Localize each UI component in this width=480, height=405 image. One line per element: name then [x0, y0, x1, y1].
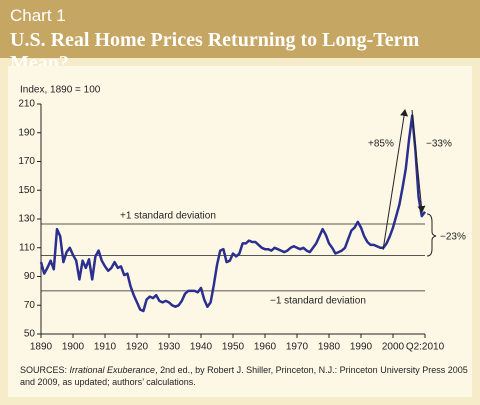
- reference-label: +1 standard deviation: [120, 211, 216, 222]
- data-line: [39, 114, 427, 313]
- x-tick-label: 2000: [382, 342, 405, 353]
- annotation: −23%: [440, 232, 466, 243]
- reference-label: −1 standard deviation: [270, 296, 366, 307]
- annotation: +85%: [368, 139, 394, 150]
- source-rest: , 2nd ed., by Robert J. Shiller, Princet…: [20, 365, 468, 387]
- x-tick-label: 1980: [318, 342, 341, 353]
- arrow: [382, 109, 409, 251]
- x-tick-label: Q2:2010: [406, 342, 445, 353]
- y-axis-label: Index, 1890 = 100: [20, 85, 101, 96]
- header: Chart 1 U.S. Real Home Prices Returning …: [0, 0, 480, 74]
- x-tick-label: 1900: [62, 342, 85, 353]
- y-tick-label: 210: [18, 99, 35, 110]
- annotation: −33%: [426, 139, 452, 150]
- x-tick-label: 1950: [222, 342, 245, 353]
- source-book: Irrational Exuberance: [69, 365, 156, 375]
- panel: [8, 66, 472, 397]
- x-tick-label: 1920: [126, 342, 149, 353]
- y-tick-label: 70: [24, 300, 36, 311]
- chart-kicker: Chart 1: [10, 6, 66, 25]
- x-tick-label: 1940: [190, 342, 213, 353]
- x-tick-label: 1960: [254, 342, 277, 353]
- x-tick-label: 1930: [158, 342, 181, 353]
- y-tick-label: 90: [24, 271, 36, 282]
- x-tick-label: 1970: [286, 342, 309, 353]
- x-tick-label: 1910: [94, 342, 117, 353]
- y-tick-label: 190: [18, 127, 35, 138]
- x-tick-label: 1890: [30, 342, 53, 353]
- source-note: SOURCES: Irrational Exuberance, 2nd ed.,…: [20, 364, 470, 388]
- y-tick-label: 50: [24, 329, 36, 340]
- bracket: [426, 213, 437, 257]
- y-tick-label: 170: [18, 156, 35, 167]
- x-tick-label: 1990: [350, 342, 373, 353]
- y-tick-label: 150: [18, 185, 35, 196]
- y-tick-label: 130: [18, 214, 35, 225]
- y-tick-label: 110: [19, 242, 35, 253]
- arrow: [411, 109, 426, 213]
- source-prefix: SOURCES:: [20, 365, 70, 375]
